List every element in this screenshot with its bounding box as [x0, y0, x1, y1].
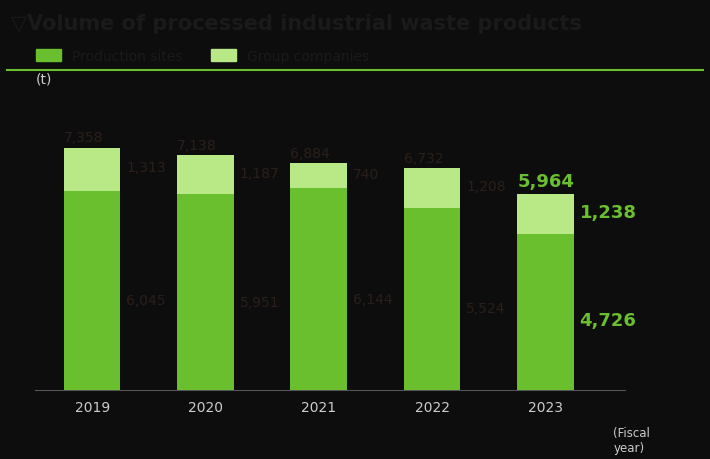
- Text: ▽Volume of processed industrial waste products: ▽Volume of processed industrial waste pr…: [11, 14, 581, 34]
- Text: 6,045: 6,045: [126, 294, 165, 308]
- Text: 7,138: 7,138: [178, 138, 217, 152]
- Bar: [517, 235, 574, 390]
- Text: 1,313: 1,313: [126, 161, 166, 175]
- Bar: [404, 209, 461, 390]
- Bar: [517, 194, 574, 235]
- Text: (t): (t): [36, 73, 52, 86]
- Bar: [290, 188, 347, 390]
- Bar: [178, 195, 234, 390]
- Text: 1,208: 1,208: [466, 180, 506, 194]
- Legend: Production sites, Group companies: Production sites, Group companies: [31, 44, 374, 69]
- Bar: [64, 148, 121, 191]
- Text: 5,964: 5,964: [517, 173, 574, 191]
- Text: 6,144: 6,144: [353, 292, 393, 306]
- Bar: [290, 164, 347, 188]
- Text: 1,238: 1,238: [579, 203, 636, 221]
- Bar: [178, 156, 234, 195]
- Text: 5,951: 5,951: [239, 295, 279, 309]
- Text: 1,187: 1,187: [239, 166, 279, 180]
- Text: 4,726: 4,726: [579, 311, 636, 329]
- Text: 7,358: 7,358: [64, 131, 104, 145]
- Text: 5,524: 5,524: [466, 302, 506, 315]
- Bar: [64, 191, 121, 390]
- Text: (Fiscal
year): (Fiscal year): [613, 426, 650, 454]
- Text: 6,884: 6,884: [290, 147, 330, 161]
- Bar: [404, 169, 461, 209]
- Text: 6,732: 6,732: [404, 151, 443, 166]
- Text: 740: 740: [353, 168, 379, 182]
